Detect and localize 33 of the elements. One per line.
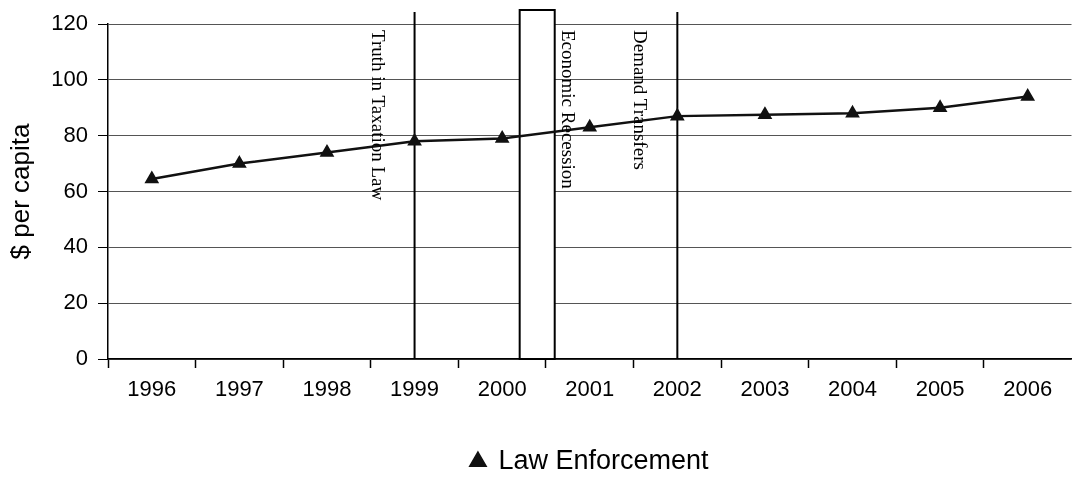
x-tick-label: 2005 [915,376,965,402]
point [758,107,772,119]
legend-label: Law Enforcement [498,444,710,475]
y-tick-label: 120 [51,10,88,36]
x-tick-label: 2000 [477,376,527,402]
x-tick-label: 2003 [740,376,790,402]
y-tick-label: 0 [75,345,88,371]
x-tick-label: 2004 [828,376,877,402]
y-axis-title: $ per capita [4,123,35,260]
point [408,134,422,146]
ref-line-label: Demand Transfers [630,30,652,170]
point [933,100,947,112]
point [145,171,159,184]
x-tick-label: 2006 [1003,376,1053,402]
x-tick-label: 2001 [565,376,615,402]
x-tick-label: 1997 [214,376,264,402]
ref-line-label: Truth in Taxation Law [367,30,389,201]
x-tick-label: 2002 [652,376,702,402]
y-tick-label: 80 [63,121,88,147]
y-tick-label: 40 [63,233,88,259]
point [320,145,334,157]
point [1021,89,1035,101]
y-tick-label: 100 [51,65,88,91]
point [670,108,684,121]
point [583,120,597,132]
y-tick-label: 20 [63,289,88,315]
y-tick-label: 60 [63,177,88,203]
x-tick-label: 1996 [127,376,177,402]
x-tick-label: 1998 [302,376,352,402]
x-tick-label: 1999 [390,376,440,402]
point [232,156,246,168]
point [495,131,509,143]
band-label: Economic Recession [557,30,579,190]
